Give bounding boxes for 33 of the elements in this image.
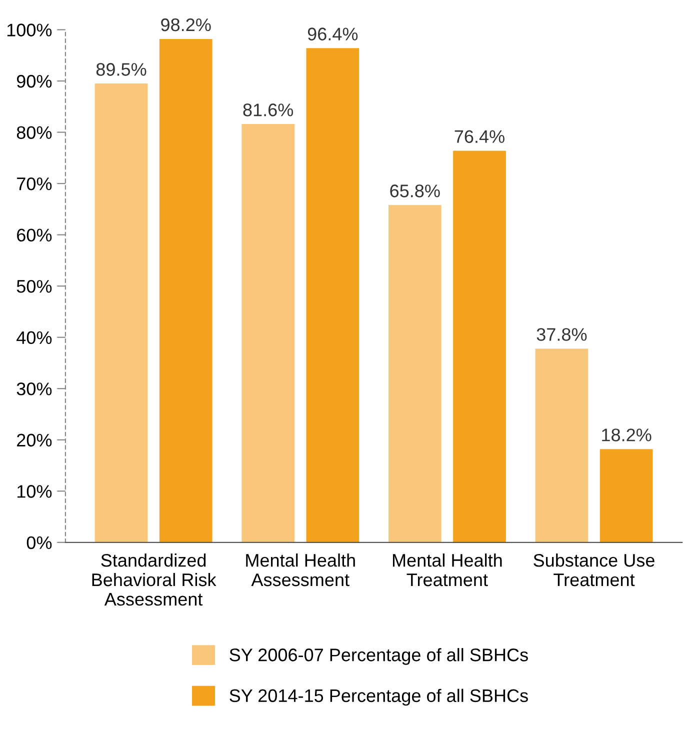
data-label: 18.2% [602,428,652,442]
y-tick-label: 80% [16,126,52,139]
bar [159,38,212,542]
x-tick-label: Mental Health Treatment [392,554,502,586]
bar [535,348,588,542]
legend-label: SY 2014-15 Percentage of all SBHCs [230,688,528,706]
bar [600,449,653,542]
data-label: 89.5% [96,63,146,76]
y-tick-label: 100% [7,24,52,36]
bar [388,205,442,542]
x-tick-label: Mental Health Assessment [246,554,355,586]
data-label: 65.8% [390,184,440,198]
y-tick-label: 30% [16,382,52,396]
bar [94,84,148,542]
data-label: 37.8% [536,328,587,341]
y-tick-label: 60% [17,228,52,242]
data-label: 96.4% [308,28,358,40]
y-tick-label: 20% [17,434,52,447]
y-tick-label: 50% [16,280,52,293]
bar [453,150,506,542]
y-tick-label: 10% [18,485,52,498]
y-tick-label: 0% [26,536,52,550]
x-tick-label: Standardized Behavioral Risk Assessment [92,554,216,606]
x-tick-label: Substance Use Treatment [534,554,654,586]
data-label: 98.2% [161,18,211,32]
legend-label: SY 2006-07 Percentage of all SBHCs [230,648,528,665]
bar [306,48,360,542]
bar [242,124,294,542]
y-tick-label: 40% [16,331,52,344]
y-tick-label: 90% [16,74,52,88]
data-label: 81.6% [243,104,294,116]
data-label: 76.4% [454,130,504,143]
y-tick-label: 70% [17,177,52,190]
